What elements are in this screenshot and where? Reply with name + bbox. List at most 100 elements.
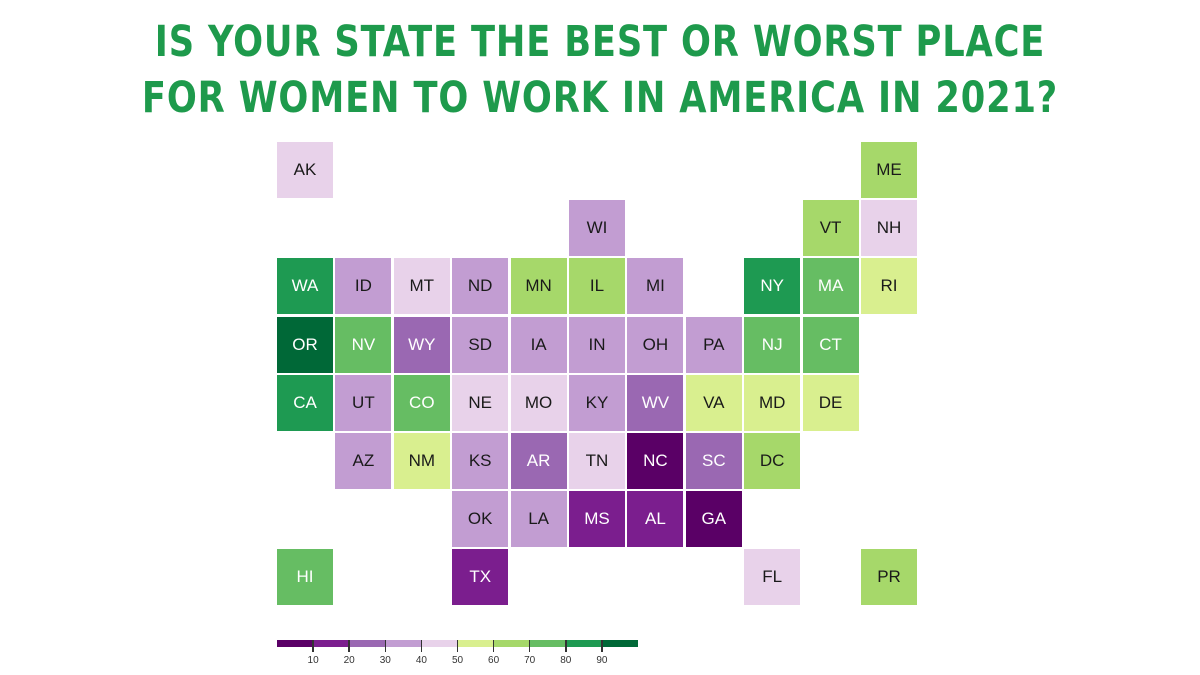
state-label: GA (701, 509, 727, 529)
state-tile-wv: WV (627, 374, 684, 431)
state-label: IL (589, 276, 605, 296)
state-label: MI (645, 276, 665, 296)
state-tile-va: VA (685, 374, 742, 431)
state-tile-oh: OH (627, 316, 684, 373)
state-tile-ma: MA (802, 258, 859, 315)
state-tile-hi: HI (277, 549, 333, 606)
state-tile-vt: VT (802, 200, 859, 257)
state-tile-nd: ND (452, 258, 509, 315)
state-tile-il: IL (569, 258, 625, 315)
state-label: AZ (352, 451, 375, 470)
legend-swatch (601, 640, 639, 647)
state-tile-al: AL (627, 491, 684, 548)
legend-tick (312, 640, 314, 652)
legend-swatch (421, 640, 458, 647)
state-label: UT (352, 392, 375, 412)
state-label: NM (408, 451, 436, 470)
state-tile-mt: MT (393, 258, 450, 315)
state-tile-ca: CA (277, 374, 333, 431)
state-tile-ks: KS (452, 433, 509, 489)
state-tile-pa: PA (685, 316, 742, 373)
state-label: OR (292, 334, 318, 354)
title-line-1: IS YOUR STATE THE BEST OR WORST PLACE (154, 17, 1046, 67)
legend-tick (384, 640, 387, 652)
state-tile-nj: NJ (744, 316, 801, 373)
legend-tick-label: 60 (488, 655, 500, 666)
state-label: MN (525, 276, 552, 296)
state-tile-sd: SD (452, 316, 509, 373)
state-tile-pr: PR (861, 549, 917, 606)
state-label: NH (876, 218, 902, 238)
legend-tick (601, 640, 603, 652)
state-tile-wa: WA (277, 258, 333, 315)
state-label: HI (296, 567, 314, 587)
state-label: WI (586, 218, 608, 238)
state-label: NE (468, 392, 492, 412)
state-label: IA (530, 334, 547, 354)
legend-tick (420, 640, 423, 652)
state-label: DC (759, 451, 785, 470)
legend-tick-label: 70 (524, 655, 536, 666)
legend-tick-label: 20 (343, 655, 355, 666)
state-label: TX (469, 567, 492, 587)
legend-tick-label: 30 (379, 655, 391, 666)
page-title: IS YOUR STATE THE BEST OR WORST PLACE FO… (108, 14, 1092, 126)
state-tile-ia: IA (510, 316, 567, 373)
state-tile-co: CO (393, 374, 450, 431)
legend-tick-label: 90 (596, 655, 608, 666)
legend-swatch (457, 640, 495, 647)
state-tile-id: ID (335, 258, 392, 315)
state-label: WA (291, 276, 319, 296)
state-label: FL (762, 567, 783, 587)
legend-swatch (565, 640, 603, 647)
legend-swatch (277, 640, 314, 647)
state-label: KY (585, 392, 609, 412)
legend-tick-label: 80 (560, 655, 572, 666)
state-tile-nh: NH (861, 200, 917, 257)
state-label: PA (703, 334, 725, 354)
state-tile-tn: TN (569, 433, 625, 489)
state-tile-nc: NC (627, 433, 684, 489)
state-label: KS (468, 451, 492, 470)
state-label: RI (880, 276, 898, 296)
state-label: OK (467, 509, 493, 529)
state-label: DE (818, 392, 843, 412)
state-tile-or: OR (277, 316, 333, 373)
legend-tick (565, 640, 567, 652)
state-tile-tx: TX (452, 549, 509, 606)
state-tile-ny: NY (744, 258, 801, 315)
state-tile-ut: UT (335, 374, 392, 431)
state-tile-de: DE (802, 374, 859, 431)
legend-tick (528, 640, 531, 652)
state-label: VT (819, 218, 842, 238)
state-label: NJ (761, 334, 783, 354)
state-tile-mi: MI (627, 258, 684, 315)
state-tile-ky: KY (569, 374, 625, 431)
state-tile-ne: NE (452, 374, 509, 431)
state-label: VA (703, 392, 725, 412)
state-tile-la: LA (510, 491, 567, 548)
legend-tick-label: 10 (307, 655, 319, 666)
title-line-2: FOR WOMEN TO WORK IN AMERICA IN 2021? (141, 73, 1059, 123)
state-tile-wy: WY (393, 316, 450, 373)
state-tile-mo: MO (510, 374, 567, 431)
legend-tick-label: 40 (415, 655, 427, 666)
state-label: AR (526, 451, 551, 470)
state-label: AK (293, 160, 317, 179)
state-tile-nv: NV (335, 316, 392, 373)
state-label: SD (468, 334, 492, 354)
color-legend: 10 20 30 40 50 60 70 80 90 (277, 640, 639, 668)
state-label: NV (351, 334, 376, 354)
state-tile-sc: SC (685, 433, 742, 489)
state-tile-ak: AK (277, 142, 333, 198)
state-tile-in: IN (569, 316, 625, 373)
state-tile-md: MD (744, 374, 801, 431)
state-tile-fl: FL (744, 549, 801, 606)
state-tile-ok: OK (452, 491, 509, 548)
legend-swatch (349, 640, 386, 647)
state-tile-ms: MS (569, 491, 625, 548)
state-label: WY (408, 334, 436, 354)
state-label: MT (409, 276, 435, 296)
state-tile-me: ME (861, 142, 917, 198)
